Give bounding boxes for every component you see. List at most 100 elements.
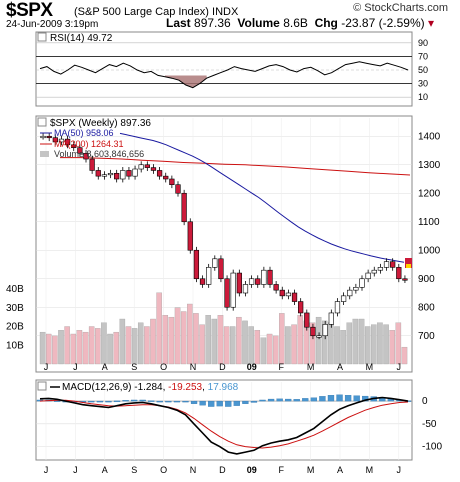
macd-x-tick: S [131, 465, 137, 475]
candle-body [334, 301, 341, 314]
candle-body [298, 301, 304, 314]
price-tick-label: 1100 [418, 217, 440, 228]
macd-histogram-bar [259, 399, 266, 402]
volume-bar [45, 333, 52, 365]
volume-bar [242, 320, 248, 365]
macd-hist-value: 17.968 [208, 382, 239, 393]
price-tick-label: 1300 [418, 160, 441, 171]
volume-bar [52, 335, 58, 365]
macd-x-tick: J [73, 465, 78, 475]
volume-bar [371, 324, 377, 365]
macd-histogram-bar [310, 397, 318, 402]
volume-bar [401, 346, 408, 365]
volume-bar [88, 326, 95, 365]
macd-histogram-bar [353, 395, 360, 402]
macd-tick-labels: 0 -50 -100 [422, 396, 442, 453]
volume-bar [248, 326, 254, 365]
candle-body [187, 221, 193, 251]
down-arrow-icon: ▾ [427, 16, 434, 30]
candle-body [46, 135, 52, 139]
macd-histogram-bar [362, 395, 369, 402]
price-x-tick: N [190, 362, 197, 372]
rsi-tick-labels: 90 70 50 30 10 [418, 38, 428, 102]
candle-body [89, 158, 95, 171]
index-full-name: (S&P 500 Large Cap Index) [74, 6, 209, 18]
candle-body [101, 174, 108, 177]
ma50-line [119, 132, 405, 263]
volume-bar [137, 322, 144, 365]
macd-histogram-bar [156, 400, 163, 403]
volume-bar [144, 326, 150, 365]
panel-toggle-icon[interactable] [37, 117, 47, 127]
last-value: 897.36 [194, 16, 231, 30]
macd-x-tick: A [337, 465, 343, 475]
candle-body [114, 172, 120, 180]
candle-body [218, 258, 224, 280]
candle-body [95, 170, 101, 177]
candle-body [402, 278, 408, 281]
macd-legend: MACD(12,26,9) -1.284, -19.253, 17.968 [62, 382, 239, 393]
macd-histogram-bar [96, 400, 104, 403]
candle-body [359, 278, 365, 288]
price-x-tick: M [307, 362, 315, 372]
price-x-tick: M [366, 362, 374, 372]
macd-line [39, 396, 409, 455]
rsi-tick-label: 70 [418, 51, 428, 61]
price-x-tick: A [102, 362, 108, 372]
macd-x-tick: N [190, 465, 197, 475]
candle-body [138, 164, 144, 170]
volume-bar [211, 318, 218, 365]
exchange-code: INDX [212, 6, 239, 18]
rsi-line [39, 61, 409, 89]
last-price-highlight [406, 264, 411, 268]
macd-x-tick: M [366, 465, 374, 475]
ma50-legend: MA(50) 958.06 [54, 128, 114, 138]
volume-bar [254, 330, 261, 365]
volume-bar [39, 331, 46, 365]
macd-signal-value: -19.253 [168, 382, 202, 393]
volume-bar [279, 313, 285, 365]
macd-histogram-bar [190, 400, 198, 404]
volume-bar [113, 331, 119, 365]
chart-header: $SPX (S&P 500 Large Cap Index) INDX 24-J… [0, 0, 460, 34]
panel-toggle-icon[interactable] [37, 381, 47, 391]
volume-tick-label: 30B [6, 303, 24, 314]
price-x-tick: S [131, 362, 137, 372]
rsi-tick-label: 10 [418, 92, 428, 102]
candle-body [163, 175, 169, 180]
candle-body [279, 289, 285, 297]
index-name: (S&P 500 Large Cap Index) INDX [74, 6, 238, 18]
volume-bar [64, 326, 70, 365]
candle-body [144, 164, 150, 168]
volume-tick-labels: 40B 30B 20B 10B [6, 284, 24, 351]
quote-date: 24-Jun-2009 3:19pm [6, 19, 99, 30]
volume-bar [297, 315, 303, 365]
macd-histogram-bar [113, 400, 121, 403]
price-tick-label: 700 [418, 331, 435, 342]
macd-x-tick: J [44, 465, 49, 475]
volume-tick-label: 40B [6, 284, 24, 295]
macd-histogram-bar [148, 400, 155, 402]
last-label: Last [166, 16, 191, 30]
macd-histogram-bar [233, 400, 240, 406]
price-x-tick: D [219, 362, 226, 372]
macd-x-tick: O [160, 465, 167, 475]
candle-body [242, 284, 249, 294]
candle-body [120, 170, 126, 180]
rsi-title: RSI(14) 49.72 [50, 33, 113, 44]
candle-body [224, 278, 230, 308]
candle-body [83, 153, 89, 160]
macd-histogram-bar [88, 400, 95, 403]
candle-body [396, 267, 402, 280]
panel-toggle-icon[interactable] [37, 32, 47, 42]
volume-bar [328, 322, 334, 365]
candle-body [156, 170, 163, 177]
volume-bar [150, 318, 156, 365]
macd-histogram-bar [199, 400, 206, 406]
candle-body [377, 267, 384, 271]
candle-body [316, 335, 322, 338]
macd-histogram-bar [276, 398, 283, 402]
macd-histogram-bar [336, 394, 343, 402]
volume-bar [358, 318, 365, 365]
candle-body [347, 289, 353, 297]
